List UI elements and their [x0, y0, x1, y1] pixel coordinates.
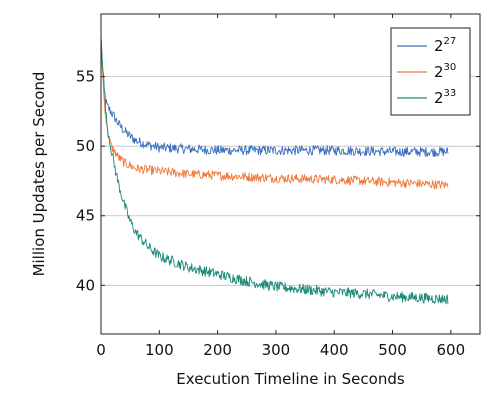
x-tick-label: 100 — [145, 341, 174, 359]
series-line-2-33 — [100, 34, 449, 305]
x-axis-label: Execution Timeline in Seconds — [176, 370, 405, 388]
plot-frame — [100, 13, 481, 335]
y-axis-label: Million Updates per Second — [30, 72, 48, 277]
x-tick-label: 500 — [378, 341, 407, 359]
x-tick-label: 400 — [320, 341, 349, 359]
legend-label: 233 — [434, 88, 456, 107]
x-tick-label: 200 — [203, 341, 232, 359]
axis-ticks: 40 45 50 55 0 100 200 300 400 500 600 — [76, 14, 480, 359]
series-line-2-27 — [100, 41, 449, 158]
legend-label: 227 — [434, 36, 456, 55]
legend-label: 230 — [434, 62, 456, 81]
x-tick-label: 0 — [96, 341, 106, 359]
y-tick-label: 40 — [76, 276, 95, 294]
x-tick-label: 300 — [262, 341, 291, 359]
y-tick-label: 55 — [76, 68, 95, 86]
y-tick-label: 45 — [76, 207, 95, 225]
y-tick-label: 50 — [76, 137, 95, 155]
series-lines — [100, 34, 449, 305]
legend: 227 230 233 — [390, 27, 471, 116]
series-line-2-30 — [100, 37, 449, 190]
x-tick-label: 600 — [437, 341, 466, 359]
